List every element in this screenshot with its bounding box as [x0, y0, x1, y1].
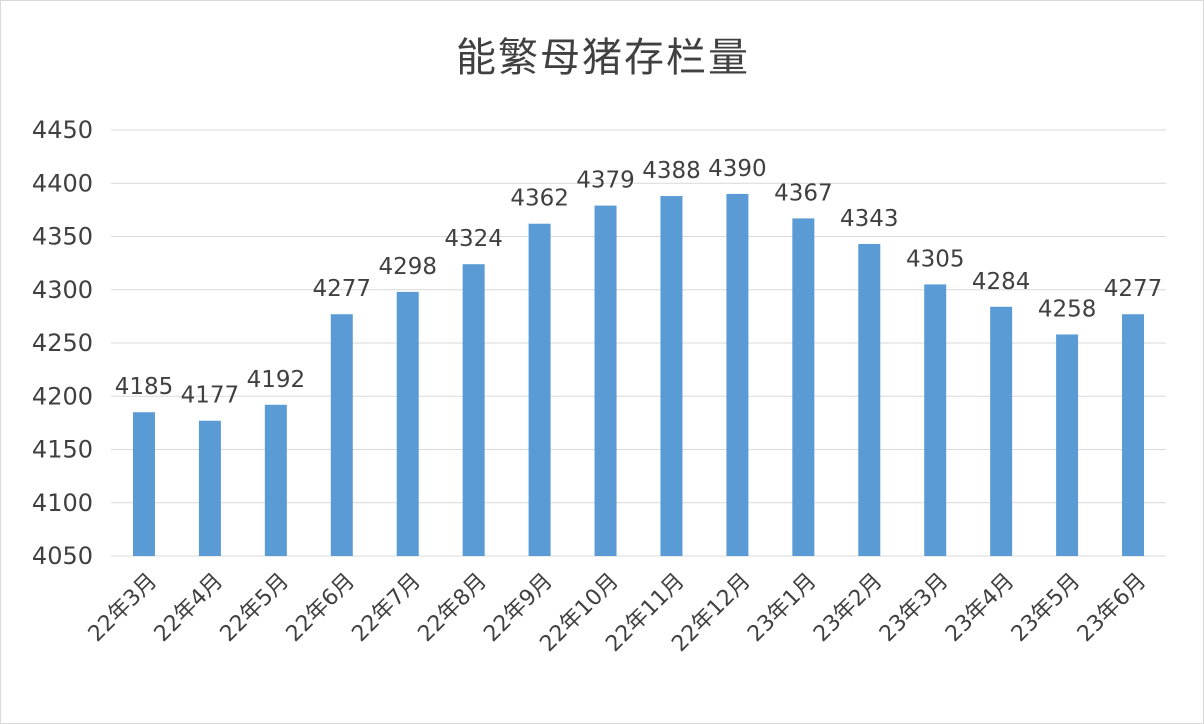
x-tick-label: 22年4月 [150, 569, 228, 647]
bar [1056, 334, 1079, 556]
bar [396, 291, 419, 556]
data-label: 4390 [708, 156, 767, 182]
data-label: 4277 [313, 276, 372, 302]
data-label: 4284 [972, 269, 1031, 295]
data-label: 4379 [576, 168, 635, 194]
y-axis-ticks: 4050 4100 4150 4200 4250 4300 4350 4400 4450 [32, 116, 93, 570]
data-label: 4277 [1104, 276, 1163, 302]
y-tick-label: 4100 [32, 489, 93, 517]
data-label: 4258 [1038, 296, 1097, 322]
y-tick-label: 4400 [32, 169, 93, 197]
x-tick-label: 22年5月 [216, 569, 294, 647]
y-tick-label: 4250 [32, 329, 93, 357]
data-label: 4177 [181, 383, 240, 409]
bar [462, 264, 485, 556]
bar [132, 412, 155, 556]
data-label: 4298 [378, 254, 437, 280]
bar [1122, 314, 1145, 556]
bar [264, 404, 287, 556]
data-label: 4185 [115, 374, 174, 400]
y-tick-label: 4350 [32, 223, 93, 251]
bar [594, 205, 617, 557]
data-label: 4192 [247, 367, 306, 393]
data-label: 4343 [840, 206, 899, 232]
bar [198, 420, 221, 556]
bar [660, 196, 683, 556]
y-tick-label: 4150 [32, 436, 93, 464]
x-axis-ticks: 22年3月22年4月22年5月22年6月22年7月22年8月22年9月22年10… [84, 569, 1152, 657]
y-tick-label: 4450 [32, 116, 93, 144]
y-tick-label: 4200 [32, 382, 93, 410]
x-tick-label: 22年7月 [347, 569, 425, 647]
x-tick-label: 23年1月 [743, 569, 821, 647]
bar [528, 223, 551, 556]
chart-title: 能繁母猪存栏量 [456, 35, 750, 81]
bar [792, 218, 815, 556]
bar [990, 306, 1013, 556]
bar [330, 314, 353, 556]
y-tick-label: 4300 [32, 276, 93, 304]
x-tick-label: 22年8月 [413, 569, 491, 647]
y-tick-label: 4050 [32, 542, 93, 570]
bars [132, 193, 1145, 557]
x-tick-label: 22年3月 [84, 569, 162, 647]
data-label: 4362 [510, 186, 569, 212]
bar [726, 193, 749, 556]
data-label: 4305 [906, 246, 965, 272]
bar [924, 284, 947, 556]
data-label: 4388 [642, 158, 701, 184]
data-label: 4324 [444, 226, 503, 252]
x-tick-label: 23年6月 [1073, 569, 1151, 647]
x-tick-label: 22年6月 [282, 569, 360, 647]
x-tick-label: 23年5月 [1007, 569, 1085, 647]
x-tick-label: 23年3月 [875, 569, 953, 647]
bar [858, 243, 881, 556]
x-tick-label: 23年4月 [941, 569, 1019, 647]
data-label: 4367 [774, 180, 833, 206]
x-tick-label: 23年2月 [809, 569, 887, 647]
